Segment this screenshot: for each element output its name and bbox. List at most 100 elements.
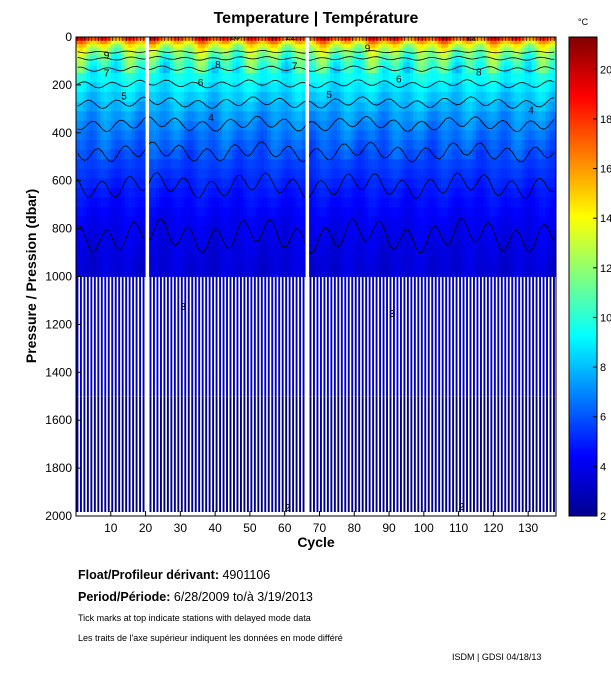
heatmap-cell bbox=[368, 51, 373, 56]
heatmap-cell bbox=[187, 207, 192, 218]
heatmap-cell bbox=[232, 44, 237, 49]
heatmap-cell bbox=[117, 101, 122, 112]
heatmap-cell bbox=[152, 235, 157, 246]
heatmap-cell bbox=[368, 69, 373, 74]
heatmap-cell bbox=[316, 69, 320, 74]
heatmap-cell bbox=[190, 51, 195, 56]
heatmap-cell bbox=[197, 65, 202, 70]
heatmap-cell bbox=[96, 139, 101, 150]
heatmap-cell bbox=[270, 187, 275, 198]
heatmap-cell bbox=[528, 130, 533, 141]
heatmap-cell bbox=[340, 47, 345, 52]
heatmap-cell bbox=[486, 178, 491, 189]
heatmap-cell bbox=[173, 197, 178, 208]
heatmap-cell bbox=[441, 82, 446, 93]
deep-profile-bar bbox=[386, 396, 388, 512]
heatmap-cell bbox=[82, 139, 87, 150]
x-tick-label: 10 bbox=[104, 521, 118, 535]
heatmap-cell bbox=[194, 69, 199, 74]
heatmap-cell bbox=[190, 178, 195, 189]
heatmap-cell bbox=[507, 130, 512, 141]
heatmap-cell bbox=[274, 54, 279, 59]
contour-label: 6 bbox=[396, 75, 402, 86]
heatmap-cell bbox=[82, 274, 87, 277]
heatmap-cell bbox=[434, 101, 439, 112]
heatmap-cell bbox=[194, 92, 199, 103]
heatmap-cell bbox=[242, 120, 247, 131]
heatmap-cell bbox=[246, 274, 251, 277]
heatmap-cell bbox=[173, 51, 178, 56]
deep-profile-bar bbox=[361, 396, 364, 512]
heatmap-cell bbox=[364, 264, 369, 275]
heatmap-cell bbox=[190, 120, 195, 131]
heatmap-cell bbox=[441, 54, 446, 59]
heatmap-cell bbox=[510, 264, 515, 275]
heatmap-cell bbox=[371, 264, 376, 275]
heatmap-cell bbox=[176, 274, 181, 277]
heatmap-cell bbox=[204, 111, 209, 122]
deep-profile-bar bbox=[118, 396, 121, 512]
deep-profile-bar bbox=[257, 396, 260, 512]
heatmap-cell bbox=[173, 54, 178, 59]
heatmap-cell bbox=[458, 62, 463, 67]
heatmap-cell bbox=[82, 235, 87, 246]
heatmap-cell bbox=[204, 51, 209, 56]
heatmap-cell bbox=[375, 40, 380, 45]
heatmap-cell bbox=[114, 58, 119, 63]
heatmap-cell bbox=[458, 168, 463, 179]
heatmap-cell bbox=[538, 207, 543, 218]
heatmap-cell bbox=[190, 130, 195, 141]
heatmap-cell bbox=[528, 120, 533, 131]
heatmap-cell bbox=[239, 44, 244, 49]
heatmap-cell bbox=[364, 197, 369, 208]
heatmap-cell bbox=[232, 82, 237, 93]
heatmap-cell bbox=[392, 187, 397, 198]
heatmap-cell bbox=[239, 264, 244, 275]
heatmap-cell bbox=[239, 65, 244, 70]
heatmap-cell bbox=[382, 101, 386, 112]
heatmap-cell bbox=[357, 178, 362, 189]
heatmap-cell bbox=[249, 62, 254, 67]
heatmap-cell bbox=[281, 168, 286, 179]
heatmap-cell bbox=[156, 245, 160, 256]
heatmap-cell bbox=[159, 65, 164, 70]
heatmap-cell bbox=[267, 92, 272, 103]
deep-profile-bar bbox=[528, 396, 531, 512]
heatmap-cell bbox=[93, 207, 98, 218]
heatmap-cell bbox=[489, 139, 494, 150]
heatmap-cell bbox=[413, 168, 418, 179]
heatmap-cell bbox=[211, 168, 216, 179]
heatmap-cell bbox=[93, 178, 98, 189]
heatmap-cell bbox=[263, 72, 268, 83]
deep-profile-bar bbox=[476, 276, 479, 397]
heatmap-cell bbox=[298, 111, 303, 122]
heatmap-cell bbox=[423, 72, 428, 83]
heatmap-cell bbox=[420, 159, 425, 170]
heatmap-cell bbox=[361, 264, 366, 275]
heatmap-cell bbox=[142, 187, 146, 198]
heatmap-cell bbox=[528, 216, 533, 227]
heatmap-cell bbox=[333, 226, 338, 237]
heatmap-cell bbox=[364, 149, 369, 160]
heatmap-cell bbox=[166, 92, 171, 103]
heatmap-cell bbox=[427, 178, 432, 189]
heatmap-cell bbox=[142, 47, 146, 52]
heatmap-cell bbox=[128, 245, 133, 256]
heatmap-cell bbox=[496, 62, 501, 67]
heatmap-cell bbox=[215, 197, 220, 208]
heatmap-cell bbox=[302, 130, 306, 141]
heatmap-cell bbox=[396, 149, 400, 160]
deep-profile-bar bbox=[198, 396, 201, 512]
heatmap-cell bbox=[430, 58, 435, 63]
deep-profile-bar bbox=[326, 276, 329, 397]
heatmap-cell bbox=[347, 274, 352, 277]
heatmap-cell bbox=[169, 130, 174, 141]
heatmap-cell bbox=[79, 58, 84, 63]
heatmap-cell bbox=[166, 69, 171, 74]
heatmap-cell bbox=[437, 216, 442, 227]
heatmap-cell bbox=[326, 44, 331, 49]
heatmap-cell bbox=[225, 245, 230, 256]
heatmap-cell bbox=[229, 264, 233, 275]
heatmap-cell bbox=[256, 65, 261, 70]
heatmap-cell bbox=[288, 62, 293, 67]
